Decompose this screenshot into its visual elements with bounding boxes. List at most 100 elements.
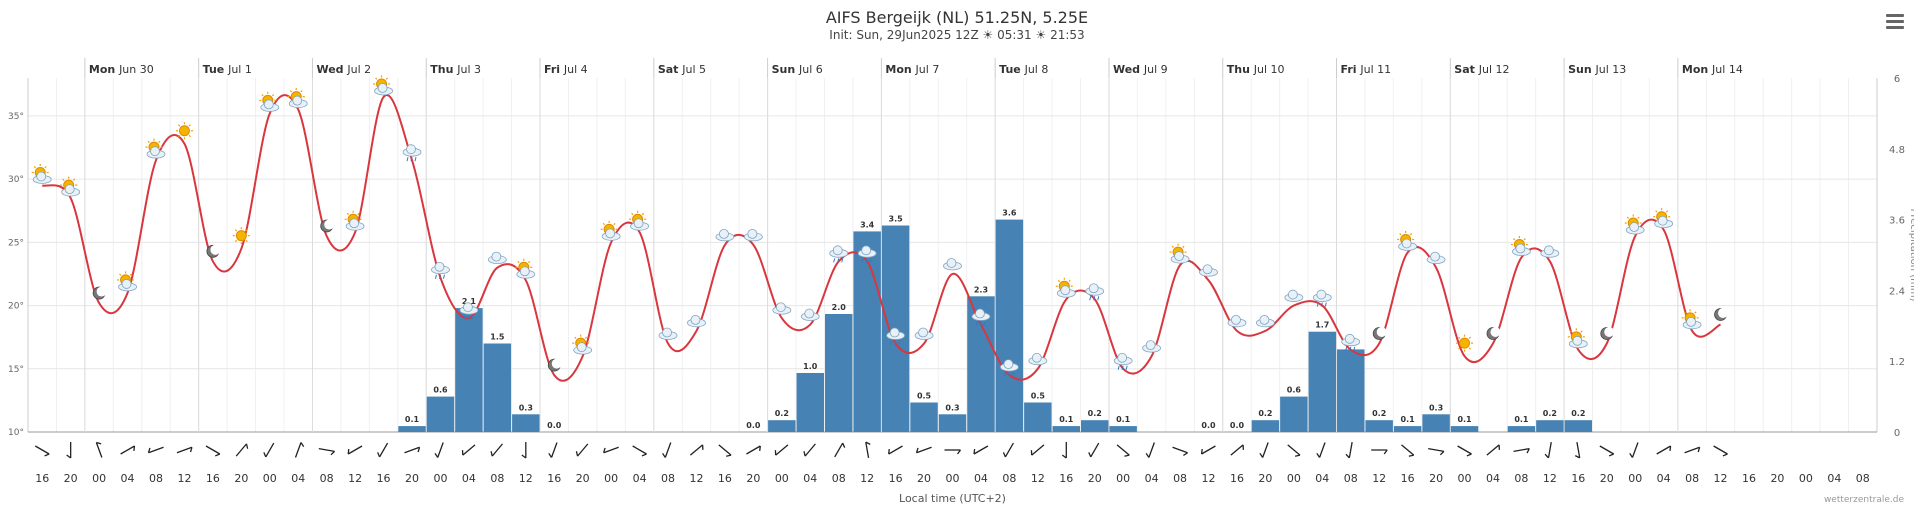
hour-tick-label: 00 bbox=[775, 472, 789, 485]
wind-arrow bbox=[1486, 444, 1501, 456]
wind-shaft bbox=[1148, 442, 1155, 458]
wind-arrow bbox=[120, 445, 136, 455]
precip-tick-label: 0 bbox=[1894, 428, 1900, 439]
hour-tick-label: 12 bbox=[348, 472, 362, 485]
sun-cloud-icon bbox=[600, 220, 621, 241]
wind-arrow bbox=[1061, 442, 1067, 459]
precip-tick-label: 1.2 bbox=[1889, 357, 1905, 368]
hamburger-menu-icon[interactable] bbox=[1886, 14, 1904, 32]
wind-arrow bbox=[1457, 445, 1472, 457]
wind-barb bbox=[377, 452, 381, 458]
wind-barb bbox=[973, 448, 976, 455]
sun-ray bbox=[517, 260, 520, 264]
credit-text[interactable]: wetterzentrale.de bbox=[1823, 495, 1904, 505]
sun-ray bbox=[527, 260, 531, 264]
sun-ray bbox=[234, 239, 238, 243]
sun-ray bbox=[188, 124, 191, 127]
precip-data-label: 0.3 bbox=[519, 403, 533, 412]
wind-barb bbox=[44, 453, 50, 457]
wind-arrow bbox=[235, 443, 249, 457]
sun-cloud-icon bbox=[31, 163, 52, 184]
precip-bar bbox=[1365, 420, 1393, 432]
moon-icon bbox=[547, 358, 562, 372]
cloud-puff bbox=[861, 245, 872, 256]
cloud-puff bbox=[747, 228, 758, 239]
precip-bar bbox=[1422, 414, 1450, 432]
rain-drop bbox=[1121, 365, 1124, 370]
wind-barb bbox=[726, 454, 732, 457]
rain-drop bbox=[865, 258, 868, 263]
precip-data-label: 0.2 bbox=[1543, 409, 1557, 418]
precip-data-label: 1.0 bbox=[803, 362, 818, 371]
wind-barb bbox=[263, 452, 267, 458]
wind-barb bbox=[1200, 448, 1203, 455]
hour-tick-label: 12 bbox=[1202, 472, 1216, 485]
wind-barb bbox=[888, 448, 890, 455]
cloud-puff bbox=[1174, 251, 1184, 262]
sun-ray bbox=[1468, 336, 1471, 339]
day-label: Wed Jul 9 bbox=[1113, 63, 1168, 76]
hour-tick-label: 16 bbox=[718, 472, 732, 485]
sun-ray bbox=[1580, 330, 1583, 333]
cloud-puff bbox=[975, 308, 985, 319]
precip-data-label: 0.6 bbox=[1287, 386, 1302, 395]
day-label: Sun Jul 13 bbox=[1568, 63, 1626, 76]
wind-barb bbox=[1498, 444, 1501, 450]
wind-barb bbox=[189, 447, 193, 453]
sun-ray bbox=[1399, 233, 1402, 236]
hour-tick-label: 12 bbox=[860, 472, 874, 485]
rain-drop bbox=[983, 321, 986, 326]
cloud-puff bbox=[292, 95, 303, 106]
sun-ray bbox=[147, 140, 150, 144]
moon-icon bbox=[92, 286, 107, 300]
x-axis-title: Local time (UTC+2) bbox=[899, 492, 1006, 505]
cloud-puff bbox=[1344, 333, 1355, 344]
wind-barb bbox=[330, 450, 336, 456]
day-label: Tue Jul 1 bbox=[203, 63, 252, 76]
precip-data-label: 0.6 bbox=[433, 386, 448, 395]
precip-bar bbox=[512, 414, 540, 432]
cloud-puff bbox=[263, 99, 274, 110]
rain-drop bbox=[979, 321, 982, 326]
hour-tick-label: 16 bbox=[1742, 472, 1756, 485]
precip-data-label: 0.1 bbox=[1059, 415, 1074, 424]
precip-data-label: 0.1 bbox=[1116, 415, 1131, 424]
wind-arrow bbox=[1230, 444, 1245, 456]
sun-ray bbox=[188, 134, 191, 138]
sun-ray bbox=[631, 212, 634, 216]
wind-barb bbox=[1608, 453, 1614, 457]
hour-tick-label: 00 bbox=[1458, 472, 1472, 485]
wind-arrow bbox=[803, 443, 816, 457]
wind-shaft bbox=[1172, 446, 1188, 454]
wind-barb bbox=[1466, 453, 1472, 457]
wind-arrow bbox=[294, 442, 305, 458]
wind-barb bbox=[1439, 450, 1445, 456]
hour-tick-label: 20 bbox=[1770, 472, 1784, 485]
hour-tick-label: 20 bbox=[746, 472, 760, 485]
sun-icon bbox=[175, 122, 193, 140]
day-label: Sat Jul 12 bbox=[1454, 63, 1509, 76]
cloud-puff bbox=[1259, 314, 1270, 325]
wind-shaft bbox=[1287, 444, 1301, 456]
precip-bar bbox=[910, 402, 938, 432]
cloud-puff bbox=[36, 171, 47, 182]
precip-data-label: 1.7 bbox=[1315, 321, 1329, 330]
sun-cloud-icon bbox=[572, 334, 593, 355]
rain-drop bbox=[1003, 371, 1006, 377]
wind-shaft bbox=[804, 443, 816, 457]
sun-ray bbox=[261, 93, 264, 97]
wind-arrow bbox=[1030, 444, 1045, 456]
wind-shaft bbox=[865, 442, 870, 458]
wind-shaft bbox=[148, 446, 164, 454]
wind-arrow bbox=[632, 445, 647, 457]
hour-tick-label: 16 bbox=[377, 472, 391, 485]
day-label: Thu Jul 10 bbox=[1227, 63, 1285, 76]
sun-ray bbox=[72, 178, 76, 181]
wind-barb bbox=[1722, 453, 1728, 457]
hour-tick-label: 04 bbox=[462, 472, 476, 485]
hour-tick-label: 04 bbox=[1486, 472, 1500, 485]
wind-shaft bbox=[775, 444, 789, 456]
wind-arrow bbox=[944, 449, 962, 455]
wind-shaft bbox=[318, 447, 335, 453]
